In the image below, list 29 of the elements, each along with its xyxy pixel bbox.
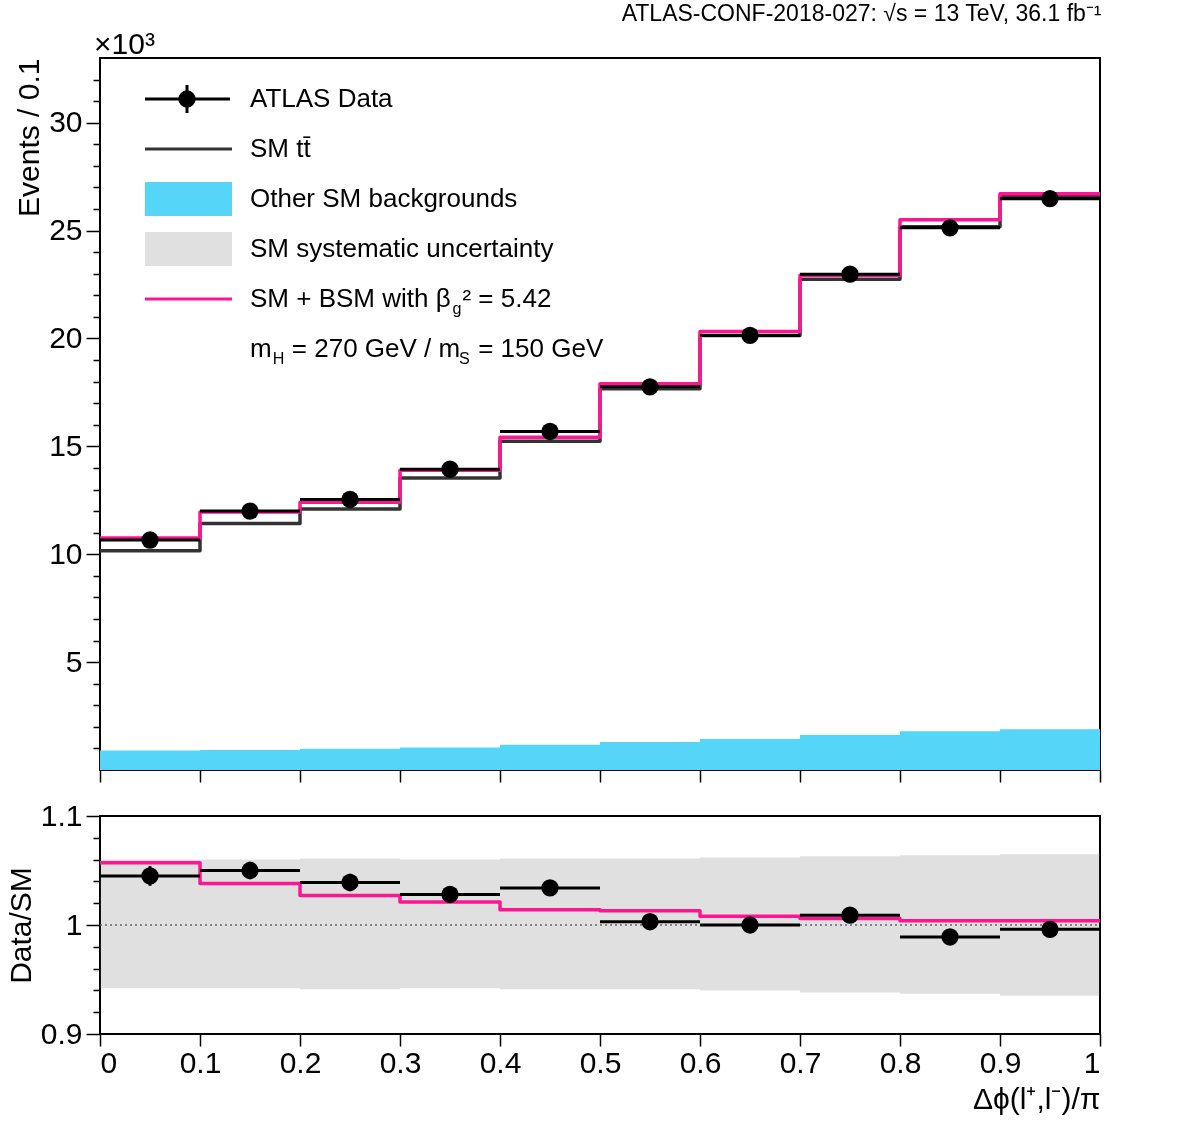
- x-tick-label: 1: [1083, 1045, 1101, 1079]
- x-tick-label: 0.7: [779, 1045, 822, 1079]
- y-tick-label: 15: [49, 428, 83, 462]
- x-tick-label: 0.9: [979, 1045, 1022, 1079]
- y-tick-label: 10: [49, 536, 83, 570]
- x-tick-label: 0.4: [479, 1045, 522, 1079]
- x-tick-label: 0.5: [579, 1045, 622, 1079]
- y-tick-label: 0.9: [40, 1016, 83, 1050]
- legend-label: SM tt̄: [250, 133, 312, 163]
- x-tick-label: 0.1: [179, 1045, 222, 1079]
- legend-label: SM systematic uncertainty: [250, 233, 554, 263]
- y-tick-label: 1.1: [40, 798, 83, 832]
- y-tick-label: 20: [49, 320, 83, 354]
- chart-title: ATLAS-CONF-2018-027: √s = 13 TeV, 36.1 fb⁻¹: [621, 0, 1102, 26]
- x-tick-label: 0: [100, 1045, 118, 1079]
- x-axis-title: Δϕ(l⁺,l⁻)/π: [972, 1081, 1101, 1115]
- y-axis-title: Events / 0.1: [12, 58, 46, 217]
- x-tick-label: 0.2: [279, 1045, 322, 1079]
- y-tick-label: 25: [49, 213, 83, 247]
- legend-label: ATLAS Data: [250, 83, 394, 113]
- legend-label: Other SM backgrounds: [250, 183, 518, 213]
- y-tick-label: 1: [65, 907, 83, 941]
- y-axis-title: Data/SM: [3, 867, 37, 984]
- x-tick-label: 0.6: [679, 1045, 722, 1079]
- y-tick-label: 5: [65, 644, 83, 678]
- x-tick-label: 0.8: [879, 1045, 922, 1079]
- y-tick-label: 30: [49, 105, 83, 139]
- annotation: ×10³: [94, 27, 155, 60]
- x-tick-label: 0.3: [379, 1045, 422, 1079]
